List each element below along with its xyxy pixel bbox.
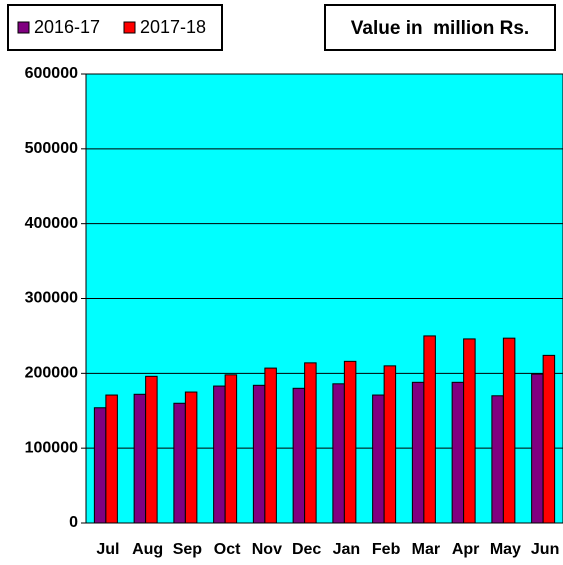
bar [145,375,158,524]
bar [252,384,266,524]
x-tick-label: Apr [452,541,480,558]
bar [173,402,186,524]
bar [264,367,277,524]
legend-label: 2016-17 [34,17,100,37]
x-tick-label: Jan [333,541,361,558]
legend-label: 2017-18 [140,17,206,37]
x-tick-label: Dec [292,541,321,558]
legend-swatch [17,21,30,34]
legend-swatch [123,21,136,34]
bar [184,391,198,524]
x-tick-label: Feb [372,541,401,558]
y-tick-label: 100000 [25,439,78,456]
y-tick-label: 600000 [25,65,78,82]
bar [304,362,317,524]
x-tick-label: Jun [531,541,559,558]
x-tick-label: Aug [132,541,163,558]
bar [372,394,385,524]
y-tick-label: 500000 [25,140,78,157]
bar [383,365,397,524]
y-tick-label: 400000 [25,215,78,232]
y-tick-label: 300000 [25,290,78,307]
title-box [324,4,556,51]
bar [542,354,556,524]
bar [213,385,226,524]
bar [451,381,465,524]
x-tick-label: Sep [173,541,203,558]
x-tick-label: Jul [96,541,119,558]
bar [411,381,425,524]
bar [224,374,238,524]
bar [292,387,306,524]
x-tick-label: Oct [214,541,241,558]
bar [133,393,147,524]
bar [463,338,476,524]
y-tick-label: 200000 [25,365,78,382]
bar [502,337,516,524]
bar [531,373,544,524]
x-tick-label: May [490,541,521,558]
chart-title: Value in million Rs. [351,18,529,39]
bar [332,383,345,524]
legend-box [7,4,223,51]
bar [491,395,504,524]
x-tick-label: Nov [252,541,282,558]
bar [423,335,436,524]
bar [105,394,118,524]
bar [93,407,107,524]
bar [343,360,357,524]
y-tick-label: 0 [69,514,78,531]
x-tick-label: Mar [412,541,440,558]
